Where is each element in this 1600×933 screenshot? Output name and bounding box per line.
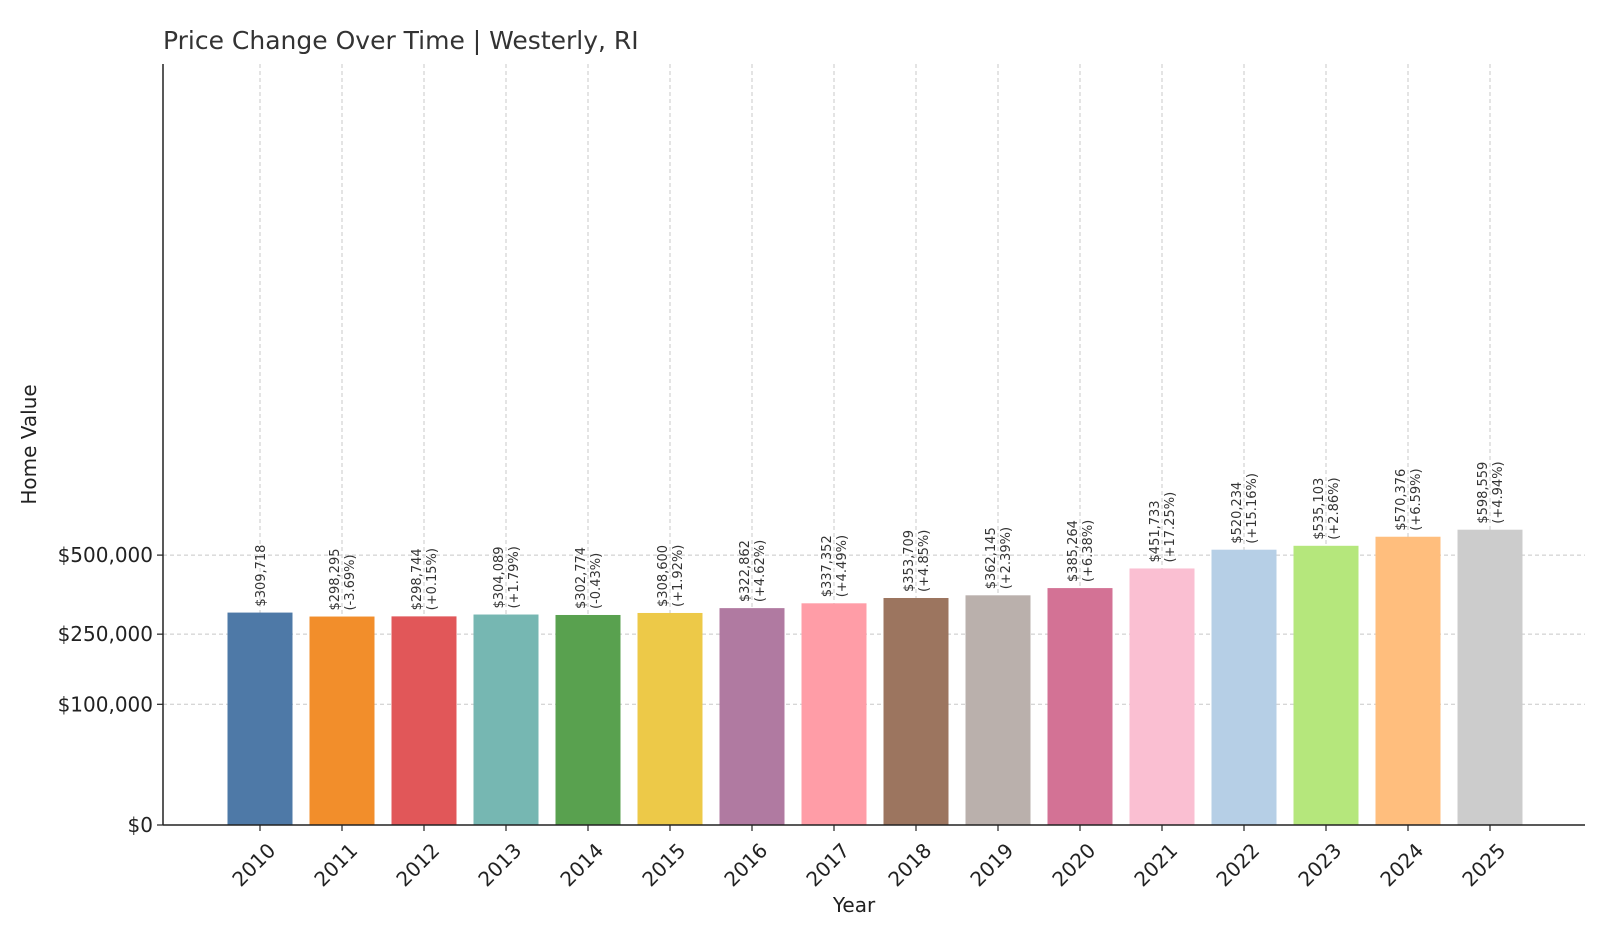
x-tick-label-2021: 2021 xyxy=(1129,838,1182,891)
value-label: $322,862 xyxy=(738,540,753,602)
y-tick-label: $100,000 xyxy=(58,692,153,716)
data-label-2018: $353,709(+4.85%) xyxy=(902,530,932,592)
data-label-2016: $322,862(+4.62%) xyxy=(738,540,768,602)
y-tick-label: $500,000 xyxy=(58,543,153,567)
bar-2025 xyxy=(1457,529,1523,825)
change-label: (+2.86%) xyxy=(1327,477,1342,539)
x-tick-label-2025: 2025 xyxy=(1457,838,1510,891)
bar-2024 xyxy=(1375,536,1441,825)
y-tick-label: $0 xyxy=(128,813,153,837)
value-label: $520,234 xyxy=(1230,482,1245,544)
x-tick-label-2024: 2024 xyxy=(1375,838,1428,891)
x-tick-label-2015: 2015 xyxy=(637,838,690,891)
bar-2023 xyxy=(1293,545,1359,825)
change-label: (+6.59%) xyxy=(1409,468,1424,530)
x-tick-label-2022: 2022 xyxy=(1211,838,1264,891)
x-tick-label-2010: 2010 xyxy=(227,838,280,891)
value-label: $308,600 xyxy=(656,545,671,607)
change-label: (+4.85%) xyxy=(917,530,932,592)
data-label-2011: $298,295(-3.69%) xyxy=(328,549,358,611)
labels-layer: $309,718 $298,295(-3.69%) $298,744(+0.15%)… xyxy=(254,461,1506,610)
change-label: (-0.43%) xyxy=(589,553,604,609)
value-label: $337,352 xyxy=(820,535,835,597)
bar-2011 xyxy=(309,616,375,825)
x-tick-label-2014: 2014 xyxy=(555,838,608,891)
change-label: (+4.62%) xyxy=(753,540,768,602)
change-label: (-3.69%) xyxy=(343,554,358,610)
data-label-2024: $570,376(+6.59%) xyxy=(1394,468,1424,530)
data-label-2017: $337,352(+4.49%) xyxy=(820,535,850,597)
change-label: (+6.38%) xyxy=(1081,520,1096,582)
y-axis-label: Home Value xyxy=(17,384,41,504)
bar-2019 xyxy=(965,595,1031,825)
value-label: $570,376 xyxy=(1394,469,1409,531)
change-label: (+2.39%) xyxy=(999,527,1014,589)
data-label-2015: $308,600(+1.92%) xyxy=(656,545,686,607)
data-label-2013: $304,089(+1.79%) xyxy=(492,546,522,608)
x-axis-label: Year xyxy=(832,893,876,917)
bar-2013 xyxy=(473,614,539,825)
value-label: $298,295 xyxy=(328,549,343,611)
data-label-2010: $309,718 xyxy=(254,545,269,607)
bar-2021 xyxy=(1129,568,1195,825)
change-label: (+4.94%) xyxy=(1491,461,1506,523)
value-label: $298,744 xyxy=(410,548,425,610)
data-label-2025: $598,559(+4.94%) xyxy=(1476,461,1506,523)
bar-2012 xyxy=(391,616,457,825)
value-label: $385,264 xyxy=(1066,520,1081,582)
x-tick-label-2019: 2019 xyxy=(965,838,1018,891)
bar-2020 xyxy=(1047,588,1113,825)
value-label: $535,103 xyxy=(1312,478,1327,540)
bar-2016 xyxy=(719,608,785,825)
value-label: $451,733 xyxy=(1148,500,1163,562)
x-tick-label-2023: 2023 xyxy=(1293,838,1346,891)
x-tick-label-2011: 2011 xyxy=(309,838,362,891)
change-label: (+1.92%) xyxy=(671,545,686,607)
bar-2017 xyxy=(801,603,867,825)
change-label: (+0.15%) xyxy=(425,548,440,610)
change-label: (+1.79%) xyxy=(507,546,522,608)
x-tick-label-2013: 2013 xyxy=(473,838,526,891)
bar-2018 xyxy=(883,597,949,825)
change-label: (+4.49%) xyxy=(835,535,850,597)
x-tick-label-2016: 2016 xyxy=(719,838,772,891)
data-label-2023: $535,103(+2.86%) xyxy=(1312,477,1342,539)
data-label-2020: $385,264(+6.38%) xyxy=(1066,520,1096,582)
data-label-2014: $302,774(-0.43%) xyxy=(574,547,604,609)
bars-layer xyxy=(227,529,1523,825)
value-label: $309,718 xyxy=(254,545,269,607)
value-label: $362,145 xyxy=(984,527,999,589)
data-label-2012: $298,744(+0.15%) xyxy=(410,548,440,610)
data-label-2021: $451,733(+17.25%) xyxy=(1148,492,1178,563)
x-tick-label-2018: 2018 xyxy=(883,838,936,891)
x-tick-label-2020: 2020 xyxy=(1047,838,1100,891)
bar-2015 xyxy=(637,612,703,825)
data-label-2019: $362,145(+2.39%) xyxy=(984,527,1014,589)
bar-2014 xyxy=(555,614,621,825)
change-label: (+17.25%) xyxy=(1163,492,1178,563)
x-tick-label-2017: 2017 xyxy=(801,838,854,891)
value-label: $353,709 xyxy=(902,530,917,592)
bar-2022 xyxy=(1211,549,1277,825)
x-tick-label-2012: 2012 xyxy=(391,838,444,891)
grid-layer xyxy=(163,64,1585,825)
bar-2010 xyxy=(227,612,293,825)
change-label: (+15.16%) xyxy=(1245,473,1260,544)
data-label-2022: $520,234(+15.16%) xyxy=(1230,473,1260,544)
value-label: $302,774 xyxy=(574,547,589,609)
chart-title: Price Change Over Time | Westerly, RI xyxy=(163,26,639,55)
y-tick-label: $250,000 xyxy=(58,622,153,646)
value-label: $304,089 xyxy=(492,546,507,608)
value-label: $598,559 xyxy=(1476,462,1491,524)
